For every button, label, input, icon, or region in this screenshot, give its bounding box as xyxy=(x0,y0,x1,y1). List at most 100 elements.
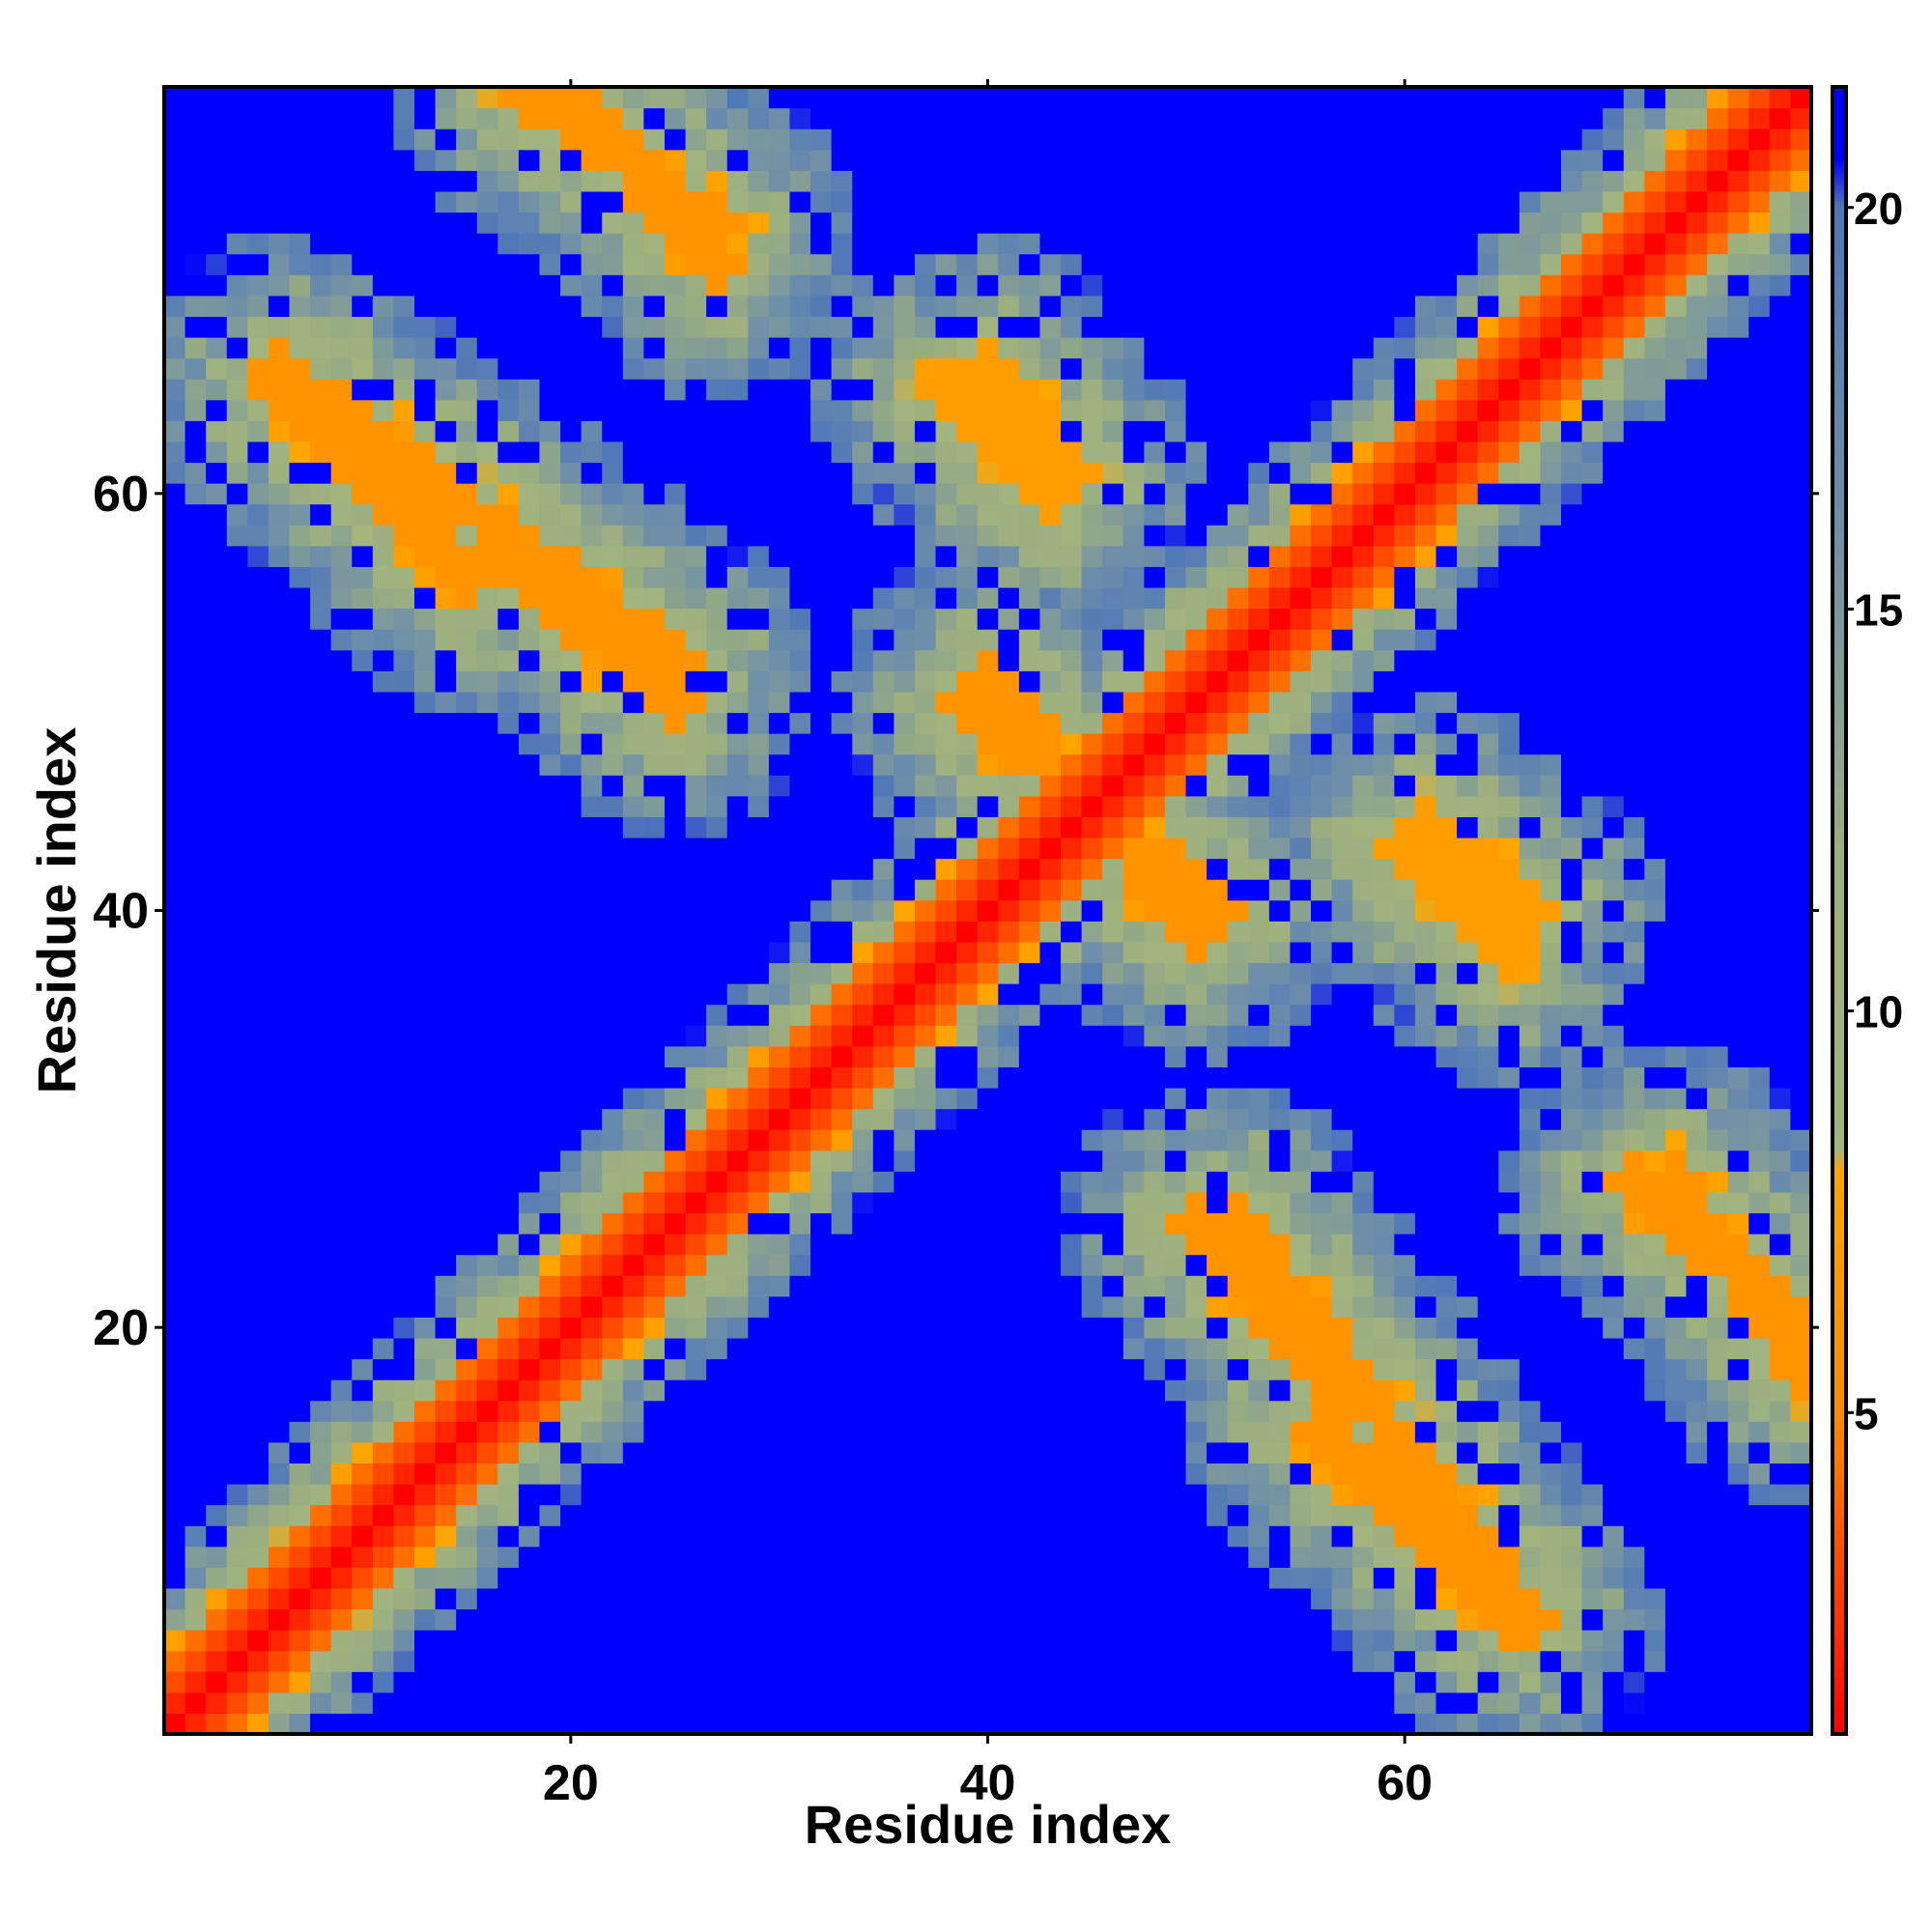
heatmap-cell xyxy=(1164,1567,1187,1589)
heatmap-cell xyxy=(247,316,270,338)
heatmap-cell xyxy=(352,1484,374,1506)
heatmap-cell xyxy=(560,1421,582,1443)
heatmap-cell xyxy=(1373,712,1395,734)
heatmap-cell xyxy=(831,128,853,151)
heatmap-cell xyxy=(1164,253,1187,275)
heatmap-cell xyxy=(1457,1608,1479,1631)
heatmap-cell xyxy=(1248,1295,1270,1318)
heatmap-cell xyxy=(622,1441,644,1464)
heatmap-cell xyxy=(1268,1108,1292,1130)
heatmap-cell xyxy=(748,1671,770,1693)
heatmap-cell xyxy=(1414,1129,1437,1151)
heatmap-cell xyxy=(872,1379,895,1402)
heatmap-cell xyxy=(539,1421,561,1443)
heatmap-cell xyxy=(497,545,520,567)
heatmap-cell xyxy=(164,190,186,213)
heatmap-cell xyxy=(1144,1275,1166,1297)
heatmap-cell xyxy=(748,462,770,484)
heatmap-cell xyxy=(497,357,520,380)
heatmap-cell xyxy=(1207,316,1229,338)
heatmap-cell xyxy=(1290,1337,1312,1360)
heatmap-cell xyxy=(1164,1171,1187,1193)
heatmap-cell xyxy=(810,858,833,880)
heatmap-cell xyxy=(185,1234,207,1256)
heatmap-cell xyxy=(476,1484,498,1506)
heatmap-cell xyxy=(393,1691,415,1715)
heatmap-cell xyxy=(1081,1066,1103,1089)
heatmap-cell xyxy=(1268,1484,1292,1506)
heatmap-cell xyxy=(518,87,541,109)
heatmap-cell xyxy=(164,440,186,464)
heatmap-cell xyxy=(1268,1150,1292,1172)
heatmap-cell xyxy=(518,274,541,297)
heatmap-cell xyxy=(289,1212,311,1235)
heatmap-cell xyxy=(226,212,248,234)
heatmap-cell xyxy=(185,503,207,526)
heatmap-cell xyxy=(1018,795,1041,817)
heatmap-cell xyxy=(1373,837,1395,860)
heatmap-cell xyxy=(456,1379,478,1402)
heatmap-cell xyxy=(435,1525,457,1548)
heatmap-cell xyxy=(1394,503,1416,526)
heatmap-cell xyxy=(1435,1212,1458,1235)
heatmap-cell xyxy=(581,316,603,338)
heatmap-cell xyxy=(977,107,999,129)
heatmap-cell xyxy=(894,1295,916,1318)
heatmap-cell xyxy=(1394,1421,1416,1443)
heatmap-cell xyxy=(1207,1671,1229,1693)
heatmap-cell xyxy=(268,1463,291,1485)
heatmap-cell xyxy=(539,753,561,776)
heatmap-cell xyxy=(185,921,207,943)
heatmap-cell xyxy=(602,983,624,1006)
heatmap-cell xyxy=(789,1150,811,1172)
heatmap-cell xyxy=(1207,566,1229,588)
heatmap-cell xyxy=(330,795,353,817)
heatmap-cell xyxy=(1457,462,1479,484)
heatmap-cell xyxy=(1352,899,1375,922)
heatmap-cell xyxy=(1457,941,1479,964)
heatmap-cell xyxy=(393,233,415,255)
heatmap-cell xyxy=(185,858,207,880)
heatmap-cell xyxy=(268,170,291,192)
heatmap-cell xyxy=(1102,1379,1124,1402)
heatmap-cell xyxy=(476,295,498,317)
heatmap-cell xyxy=(914,941,937,964)
heatmap-cell xyxy=(1373,983,1395,1006)
heatmap-cell xyxy=(852,1337,874,1360)
heatmap-cell xyxy=(935,336,957,359)
heatmap-cell xyxy=(393,420,415,442)
heatmap-cell xyxy=(247,379,270,401)
heatmap-cell xyxy=(977,775,999,797)
heatmap-cell xyxy=(935,503,957,526)
heatmap-cell xyxy=(497,336,520,359)
heatmap-cell xyxy=(352,1066,374,1089)
heatmap-cell xyxy=(164,1129,186,1151)
heatmap-cell xyxy=(768,1546,791,1568)
heatmap-cell xyxy=(685,274,707,297)
heatmap-cell xyxy=(1122,149,1145,171)
heatmap-cell xyxy=(581,462,603,484)
heatmap-cell xyxy=(872,1212,895,1235)
heatmap-cell xyxy=(1061,1379,1083,1402)
heatmap-cell xyxy=(789,212,811,234)
heatmap-cell xyxy=(1227,775,1249,797)
heatmap-cell xyxy=(435,1275,457,1297)
heatmap-cell xyxy=(602,1358,624,1380)
heatmap-cell xyxy=(289,1671,311,1693)
heatmap-cell xyxy=(1311,962,1333,984)
heatmap-cell xyxy=(1394,1671,1416,1693)
heatmap-cell xyxy=(602,1066,624,1089)
heatmap-cell xyxy=(768,1275,791,1297)
heatmap-cell xyxy=(560,212,582,234)
heatmap-cell xyxy=(748,1234,770,1256)
heatmap-cell xyxy=(1290,1066,1312,1089)
heatmap-cell xyxy=(852,420,874,442)
heatmap-cell xyxy=(476,1254,498,1276)
heatmap-cell xyxy=(206,525,228,547)
heatmap-cell xyxy=(956,1254,979,1276)
heatmap-cell xyxy=(497,1713,520,1735)
heatmap-cell xyxy=(393,1671,415,1693)
heatmap-cell xyxy=(1061,941,1083,964)
heatmap-cell xyxy=(664,1254,687,1276)
heatmap-cell xyxy=(894,379,916,401)
